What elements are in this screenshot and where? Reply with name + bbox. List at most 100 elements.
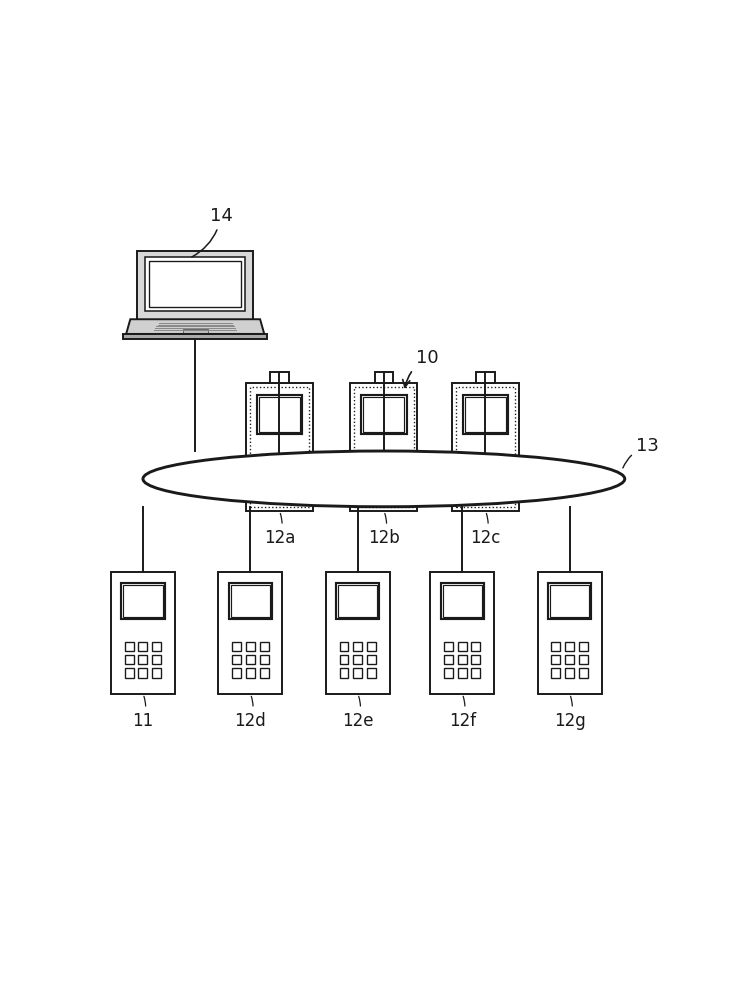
Bar: [579, 655, 588, 664]
Bar: [495, 454, 505, 463]
Bar: [249, 387, 309, 507]
Bar: [538, 572, 601, 694]
FancyBboxPatch shape: [145, 257, 246, 311]
Bar: [275, 482, 284, 491]
Bar: [367, 642, 376, 651]
FancyBboxPatch shape: [138, 251, 253, 320]
Bar: [125, 642, 134, 651]
Bar: [121, 583, 165, 619]
Bar: [246, 383, 313, 511]
Bar: [363, 397, 404, 432]
Bar: [246, 642, 255, 651]
Bar: [476, 372, 495, 383]
Bar: [232, 655, 241, 664]
Bar: [565, 655, 574, 664]
Bar: [548, 583, 591, 619]
Bar: [124, 334, 267, 339]
Bar: [124, 585, 163, 617]
Bar: [139, 655, 148, 664]
Bar: [339, 642, 348, 651]
Bar: [579, 642, 588, 651]
Bar: [551, 668, 560, 678]
Text: 10: 10: [403, 349, 438, 387]
Bar: [326, 572, 389, 694]
Ellipse shape: [143, 451, 625, 507]
Bar: [452, 383, 519, 511]
Bar: [465, 397, 506, 432]
Text: 12f: 12f: [449, 696, 476, 730]
Bar: [260, 668, 269, 678]
Bar: [259, 397, 300, 432]
Text: 12g: 12g: [554, 696, 586, 730]
Bar: [471, 655, 480, 664]
Bar: [444, 655, 453, 664]
Bar: [495, 482, 505, 491]
Bar: [458, 642, 467, 651]
Bar: [228, 583, 272, 619]
Bar: [365, 454, 374, 463]
Bar: [246, 655, 255, 664]
Bar: [440, 583, 484, 619]
Bar: [367, 668, 376, 678]
Bar: [339, 668, 348, 678]
Bar: [443, 585, 482, 617]
Bar: [125, 655, 134, 664]
Bar: [467, 454, 476, 463]
Bar: [550, 585, 589, 617]
Bar: [275, 468, 284, 477]
Bar: [183, 329, 207, 333]
Bar: [257, 395, 302, 434]
Bar: [379, 468, 389, 477]
Text: 14: 14: [192, 207, 233, 257]
Bar: [289, 468, 298, 477]
Bar: [261, 482, 270, 491]
Bar: [289, 454, 298, 463]
Bar: [261, 454, 270, 463]
Bar: [339, 655, 348, 664]
Bar: [152, 655, 161, 664]
Bar: [367, 655, 376, 664]
Bar: [379, 454, 389, 463]
Text: 12e: 12e: [342, 696, 374, 730]
Text: 13: 13: [623, 437, 659, 468]
Bar: [430, 572, 494, 694]
Bar: [152, 668, 161, 678]
Bar: [565, 642, 574, 651]
Bar: [354, 655, 363, 664]
Bar: [125, 668, 134, 678]
Bar: [354, 387, 413, 507]
Bar: [393, 482, 403, 491]
Bar: [481, 468, 490, 477]
Bar: [260, 642, 269, 651]
Text: 12d: 12d: [234, 696, 266, 730]
Bar: [393, 454, 403, 463]
Bar: [551, 655, 560, 664]
Bar: [231, 585, 270, 617]
Bar: [458, 655, 467, 664]
Bar: [139, 668, 148, 678]
Bar: [374, 372, 393, 383]
Bar: [139, 642, 148, 651]
Bar: [444, 668, 453, 678]
Bar: [365, 468, 374, 477]
Bar: [467, 468, 476, 477]
Bar: [351, 383, 417, 511]
Bar: [354, 668, 363, 678]
Bar: [361, 395, 407, 434]
Bar: [481, 482, 490, 491]
Bar: [260, 655, 269, 664]
Bar: [458, 668, 467, 678]
Bar: [579, 668, 588, 678]
Bar: [246, 668, 255, 678]
Bar: [270, 372, 288, 383]
Bar: [232, 642, 241, 651]
Bar: [275, 454, 284, 463]
Bar: [551, 642, 560, 651]
Bar: [339, 585, 377, 617]
Bar: [232, 668, 241, 678]
Bar: [471, 642, 480, 651]
Bar: [467, 482, 476, 491]
Bar: [393, 468, 403, 477]
Text: 11: 11: [133, 696, 154, 730]
Text: 12a: 12a: [264, 513, 295, 547]
